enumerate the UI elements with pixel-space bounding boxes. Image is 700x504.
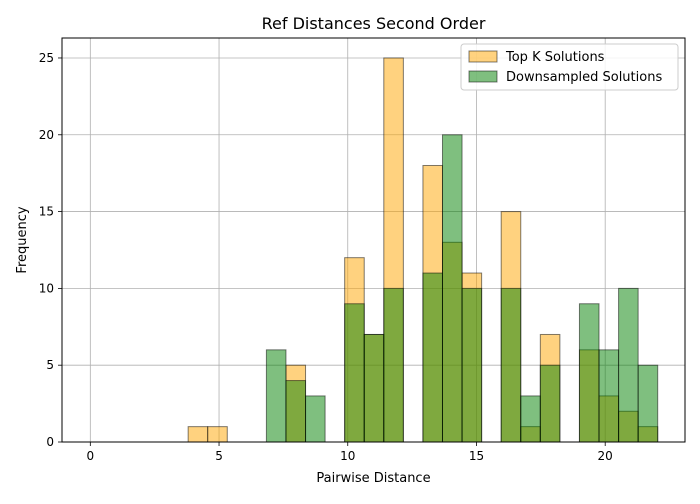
bars-layer xyxy=(187,57,659,443)
y-tick-label: 25 xyxy=(39,51,54,65)
bar-down xyxy=(578,303,600,443)
bar-down xyxy=(265,349,287,443)
legend-swatch xyxy=(468,50,498,63)
legend-box xyxy=(460,43,679,91)
bar-top_k xyxy=(187,426,209,443)
x-tick-label: 0 xyxy=(86,449,94,463)
y-tick-label: 10 xyxy=(39,281,54,295)
bar-top_k xyxy=(207,426,228,443)
y-axis-label: Frequency xyxy=(15,206,30,273)
bar-down xyxy=(539,364,561,443)
y-tick-label: 5 xyxy=(46,358,54,372)
plot-frame xyxy=(61,37,686,443)
bar-down xyxy=(598,349,620,443)
bar-down xyxy=(285,380,307,443)
x-tick-label: 20 xyxy=(598,449,613,463)
bar-down xyxy=(363,333,385,443)
bar-down xyxy=(383,287,404,443)
legend-swatch xyxy=(468,70,498,83)
x-tick-label: 15 xyxy=(469,449,484,463)
bar-down xyxy=(637,364,659,443)
bar-down xyxy=(422,272,443,443)
bar-down xyxy=(500,287,522,443)
bar-down xyxy=(520,395,541,443)
y-tick-label: 0 xyxy=(46,435,54,449)
legend-label: Downsampled Solutions xyxy=(506,70,662,85)
x-tick-label: 5 xyxy=(215,449,223,463)
legend: Top K Solutions Downsampled Solutions xyxy=(460,43,679,91)
bar-down xyxy=(618,287,639,443)
legend-label: Top K Solutions xyxy=(505,50,605,65)
y-tick-label: 15 xyxy=(39,205,54,219)
x-axis-label: Pairwise Distance xyxy=(316,471,430,486)
bar-down xyxy=(344,303,365,443)
bar-down xyxy=(461,287,483,443)
y-tick-label: 20 xyxy=(39,128,54,142)
bar-down xyxy=(305,395,326,443)
chart-title: Ref Distances Second Order xyxy=(262,14,486,33)
x-tick-label: 10 xyxy=(340,449,355,463)
ticks-layer: 0 5 10 15 20 0 5 10 15 20 25 xyxy=(39,51,613,463)
bar-down xyxy=(441,134,463,443)
